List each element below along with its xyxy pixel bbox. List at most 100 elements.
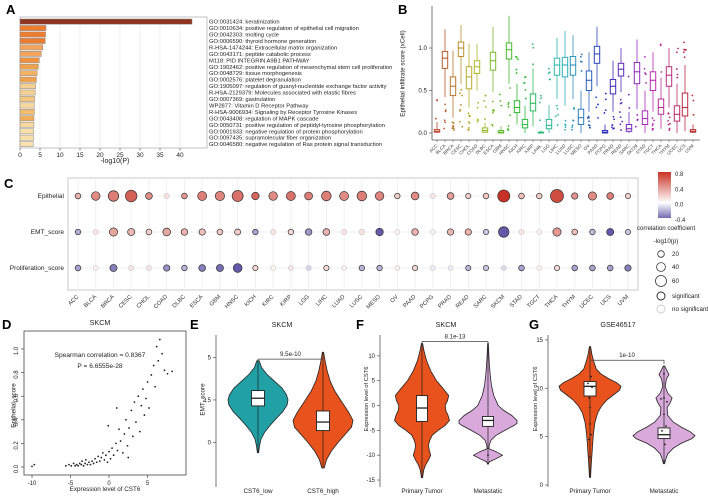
outlier-dot bbox=[468, 126, 470, 129]
go-term-label: GO:0046580: negative regulation of Ras p… bbox=[209, 142, 382, 148]
y-tick-label: 1.0 bbox=[418, 45, 427, 52]
category-label: Metastatic bbox=[474, 488, 503, 495]
correlation-dot bbox=[74, 228, 82, 236]
y-tick-label: 0 bbox=[540, 483, 544, 489]
x-tick-label: KIRC bbox=[262, 294, 276, 308]
outlier-dot bbox=[613, 118, 615, 121]
outlier-dot bbox=[459, 92, 461, 95]
go-term-bar bbox=[19, 109, 35, 115]
correlation-dot bbox=[552, 227, 562, 237]
outlier-dot bbox=[587, 115, 590, 118]
scatter-point bbox=[109, 457, 112, 460]
box bbox=[505, 42, 513, 60]
scatter-point bbox=[100, 456, 103, 459]
jitter-point bbox=[589, 423, 591, 425]
correlation-dot bbox=[518, 192, 525, 200]
go-term-bar bbox=[19, 38, 46, 44]
row-label: Epithelial bbox=[38, 193, 65, 200]
outlier-dot bbox=[452, 127, 455, 130]
x-tick-label: TGCT bbox=[526, 294, 542, 310]
outlier-dot bbox=[459, 104, 462, 106]
outlier-dot bbox=[659, 43, 662, 46]
correlation-dot bbox=[323, 265, 330, 271]
panel-a-label: A bbox=[6, 2, 16, 17]
outlier-dot bbox=[645, 82, 647, 84]
x-tick-label: 25 bbox=[116, 152, 124, 159]
scatter-point bbox=[88, 461, 90, 464]
outlier-dot bbox=[660, 71, 663, 73]
x-tick-label: -10 bbox=[28, 481, 37, 487]
jitter-point bbox=[663, 372, 665, 375]
outlier-dot bbox=[452, 124, 455, 127]
outlier-dot bbox=[692, 99, 695, 102]
pvalue-label: 8.1e-13 bbox=[445, 333, 467, 340]
outlier-dot bbox=[555, 104, 558, 107]
scatter-point bbox=[106, 461, 109, 464]
scatter-point bbox=[131, 435, 134, 438]
x-tick-label: PCPG bbox=[419, 294, 435, 310]
correlation-dot bbox=[483, 265, 490, 271]
jitter-point bbox=[588, 397, 590, 399]
outlier-dot bbox=[469, 115, 471, 118]
box bbox=[657, 98, 665, 115]
scatter-point bbox=[146, 381, 149, 383]
go-term-bar bbox=[19, 141, 34, 148]
jitter-point bbox=[661, 429, 663, 432]
box bbox=[657, 427, 671, 440]
scatter-point bbox=[82, 464, 85, 467]
x-tick-label: OV bbox=[582, 143, 591, 152]
scatter-point bbox=[154, 385, 157, 388]
correlation-dot bbox=[553, 265, 560, 271]
correlation-dot bbox=[447, 265, 454, 271]
outlier-dot bbox=[461, 94, 464, 97]
box bbox=[561, 56, 569, 78]
scatter-point bbox=[81, 460, 83, 462]
scatter-point bbox=[118, 428, 120, 431]
y-tick-label: 2.5 bbox=[203, 398, 212, 404]
y-tick-label: 0 bbox=[372, 404, 376, 410]
x-tick-label: KICH bbox=[507, 143, 518, 154]
correlation-dot bbox=[251, 191, 260, 201]
outlier-dot bbox=[506, 128, 509, 130]
panel-c-dot-plot: Epithelial EMT_score Proliferation_score AC… bbox=[10, 172, 708, 314]
x-tick-label: READ bbox=[455, 294, 471, 310]
jitter-point bbox=[663, 397, 665, 399]
y-tick-label: 0.6 bbox=[14, 393, 20, 402]
outlier-dot bbox=[500, 104, 503, 107]
outlier-dot bbox=[443, 127, 446, 130]
correlation-dot bbox=[429, 193, 436, 199]
outlier-dot bbox=[571, 124, 574, 127]
correlation-dot bbox=[92, 265, 99, 271]
go-term-bar bbox=[19, 25, 47, 31]
pvalue-bracket bbox=[257, 358, 324, 364]
outlier-dot bbox=[491, 111, 494, 114]
correlation-dot bbox=[447, 228, 455, 236]
colorbar-tick-label: -0.4 bbox=[675, 218, 686, 224]
pvalue-label: 1e-10 bbox=[619, 352, 635, 359]
scatter-point bbox=[94, 457, 97, 460]
x-tick-label: BLCA bbox=[83, 294, 98, 309]
correlation-dot bbox=[92, 229, 99, 235]
box bbox=[545, 118, 553, 130]
scatter-point bbox=[123, 433, 126, 435]
y-tick-label: 0.0 bbox=[418, 130, 427, 137]
outlier-dot bbox=[619, 98, 622, 101]
panel-c-label: C bbox=[4, 176, 14, 191]
box bbox=[441, 50, 449, 69]
y-tick-label: 0.4 bbox=[14, 417, 20, 426]
scatter-point bbox=[143, 414, 146, 416]
correlation-dot bbox=[197, 191, 208, 201]
outlier-dot bbox=[573, 108, 576, 110]
outlier-dot bbox=[651, 124, 654, 127]
outlier-dot bbox=[620, 129, 622, 131]
plot-border bbox=[19, 16, 208, 149]
scatter-point bbox=[112, 454, 115, 457]
jitter-point bbox=[660, 398, 662, 400]
scatter-point bbox=[89, 463, 92, 466]
x-tick-label: KIRP bbox=[279, 294, 293, 308]
panel-d-annotation-spearman: Spearman correlation = 0.8367 bbox=[54, 352, 146, 359]
scatter-point bbox=[141, 388, 144, 391]
x-tick-label: CHOL bbox=[136, 294, 152, 310]
go-term-bar bbox=[19, 76, 37, 83]
